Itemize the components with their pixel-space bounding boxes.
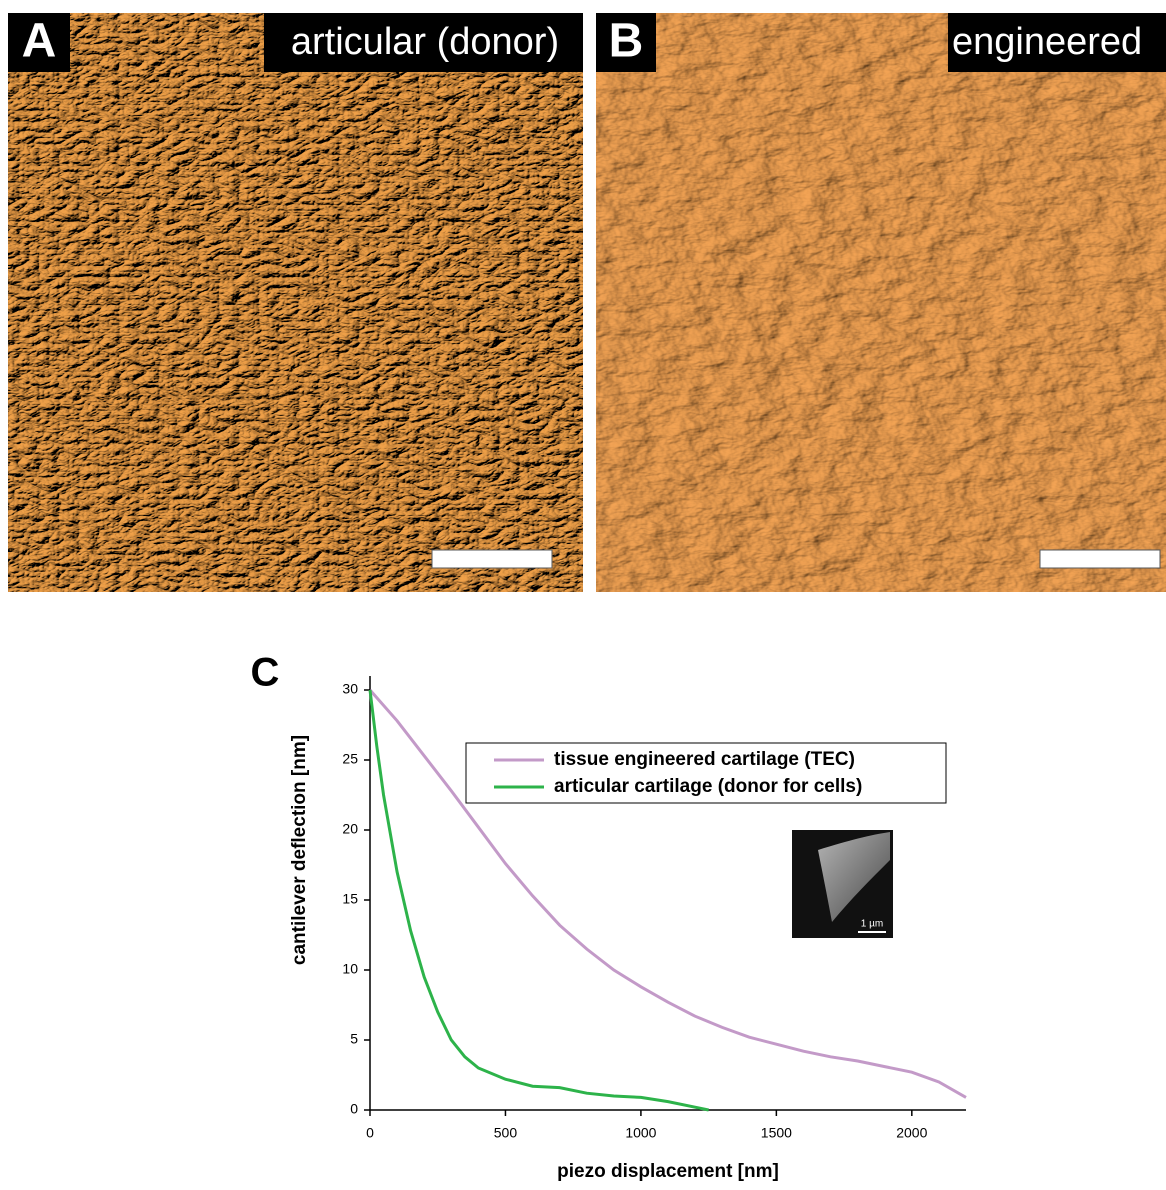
y-tick-label: 5 — [350, 1031, 358, 1047]
y-tick-label: 30 — [342, 681, 358, 697]
label-box — [8, 13, 70, 72]
y-tick-label: 0 — [350, 1101, 358, 1117]
x-tick-label: 500 — [494, 1125, 518, 1141]
scale-bar — [1039, 549, 1161, 569]
x-axis-label: piezo displacement [nm] — [557, 1161, 779, 1182]
y-tick-label: 25 — [342, 751, 358, 767]
label-box — [264, 13, 583, 72]
data-line — [368, 689, 709, 1112]
scale-bar — [431, 549, 553, 569]
y-axis-label: cantilever deflection [nm] — [289, 735, 310, 965]
label-box — [596, 13, 656, 72]
inset: 1 µm — [792, 830, 893, 938]
legend-box — [465, 742, 947, 804]
legend-label: tissue engineered cartilage (TEC) — [554, 749, 855, 770]
y-tick-label: 15 — [342, 891, 358, 907]
panel-caption: articular (donor) — [291, 21, 559, 63]
panel-letter: A — [22, 15, 57, 68]
legend-label: articular cartilage (donor for cells) — [554, 776, 862, 797]
panel-caption: engineered — [952, 21, 1142, 63]
inset-scale-label: 1 µm — [861, 919, 883, 930]
label-box — [948, 13, 1166, 72]
panel-letter: C — [251, 651, 280, 695]
x-tick-label: 0 — [366, 1125, 374, 1141]
data-line — [368, 689, 967, 1099]
x-tick-label: 2000 — [896, 1125, 927, 1141]
afm-image — [8, 13, 583, 592]
panel-letter: B — [609, 15, 644, 68]
y-tick-label: 20 — [342, 821, 358, 837]
afm-image — [596, 13, 1166, 592]
x-tick-label: 1000 — [625, 1125, 656, 1141]
y-tick-label: 10 — [342, 961, 358, 977]
caption-group: engineered — [948, 13, 1166, 72]
x-tick-label: 1500 — [761, 1125, 792, 1141]
tip-shape — [818, 832, 890, 922]
